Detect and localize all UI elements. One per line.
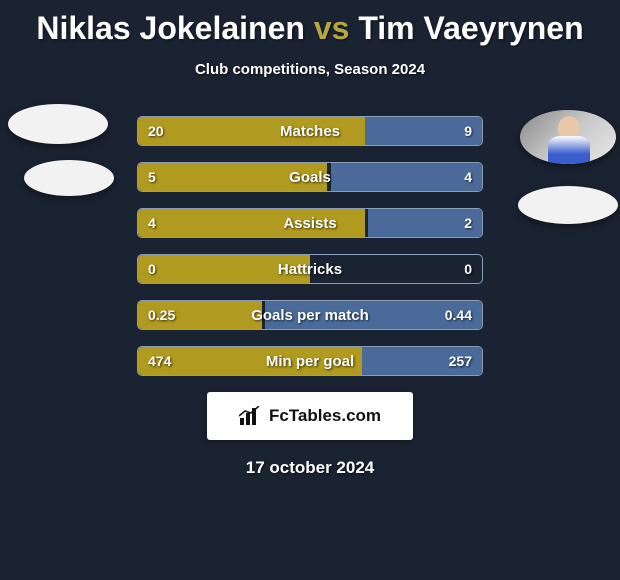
stat-row: 209Matches [137, 116, 483, 146]
player-right-name: Tim Vaeyrynen [358, 10, 583, 46]
avatar-right-secondary [518, 186, 618, 224]
avatar-left-primary [8, 104, 108, 144]
player-left-name: Niklas Jokelainen [36, 10, 305, 46]
vs-label: vs [314, 10, 350, 46]
avatar-right-primary [520, 110, 616, 164]
stat-label: Assists [138, 209, 482, 237]
chart-bar-icon [239, 406, 263, 426]
avatar-left-secondary [24, 160, 114, 196]
stat-row: 0.250.44Goals per match [137, 300, 483, 330]
stat-row: 42Assists [137, 208, 483, 238]
stat-row: 00Hattricks [137, 254, 483, 284]
stat-row: 474257Min per goal [137, 346, 483, 376]
stat-label: Min per goal [138, 347, 482, 375]
branding-text: FcTables.com [269, 406, 381, 426]
stat-label: Goals [138, 163, 482, 191]
stat-label: Goals per match [138, 301, 482, 329]
date-text: 17 october 2024 [0, 458, 620, 478]
stat-label: Hattricks [138, 255, 482, 283]
branding-badge: FcTables.com [207, 392, 413, 440]
stat-label: Matches [138, 117, 482, 145]
stat-row: 54Goals [137, 162, 483, 192]
stat-bars: 209Matches 54Goals 42Assists 00Hattricks 0.2… [137, 116, 483, 376]
subtitle: Club competitions, Season 2024 [0, 61, 620, 78]
comparison-title: Niklas Jokelainen vs Tim Vaeyrynen [0, 0, 620, 47]
